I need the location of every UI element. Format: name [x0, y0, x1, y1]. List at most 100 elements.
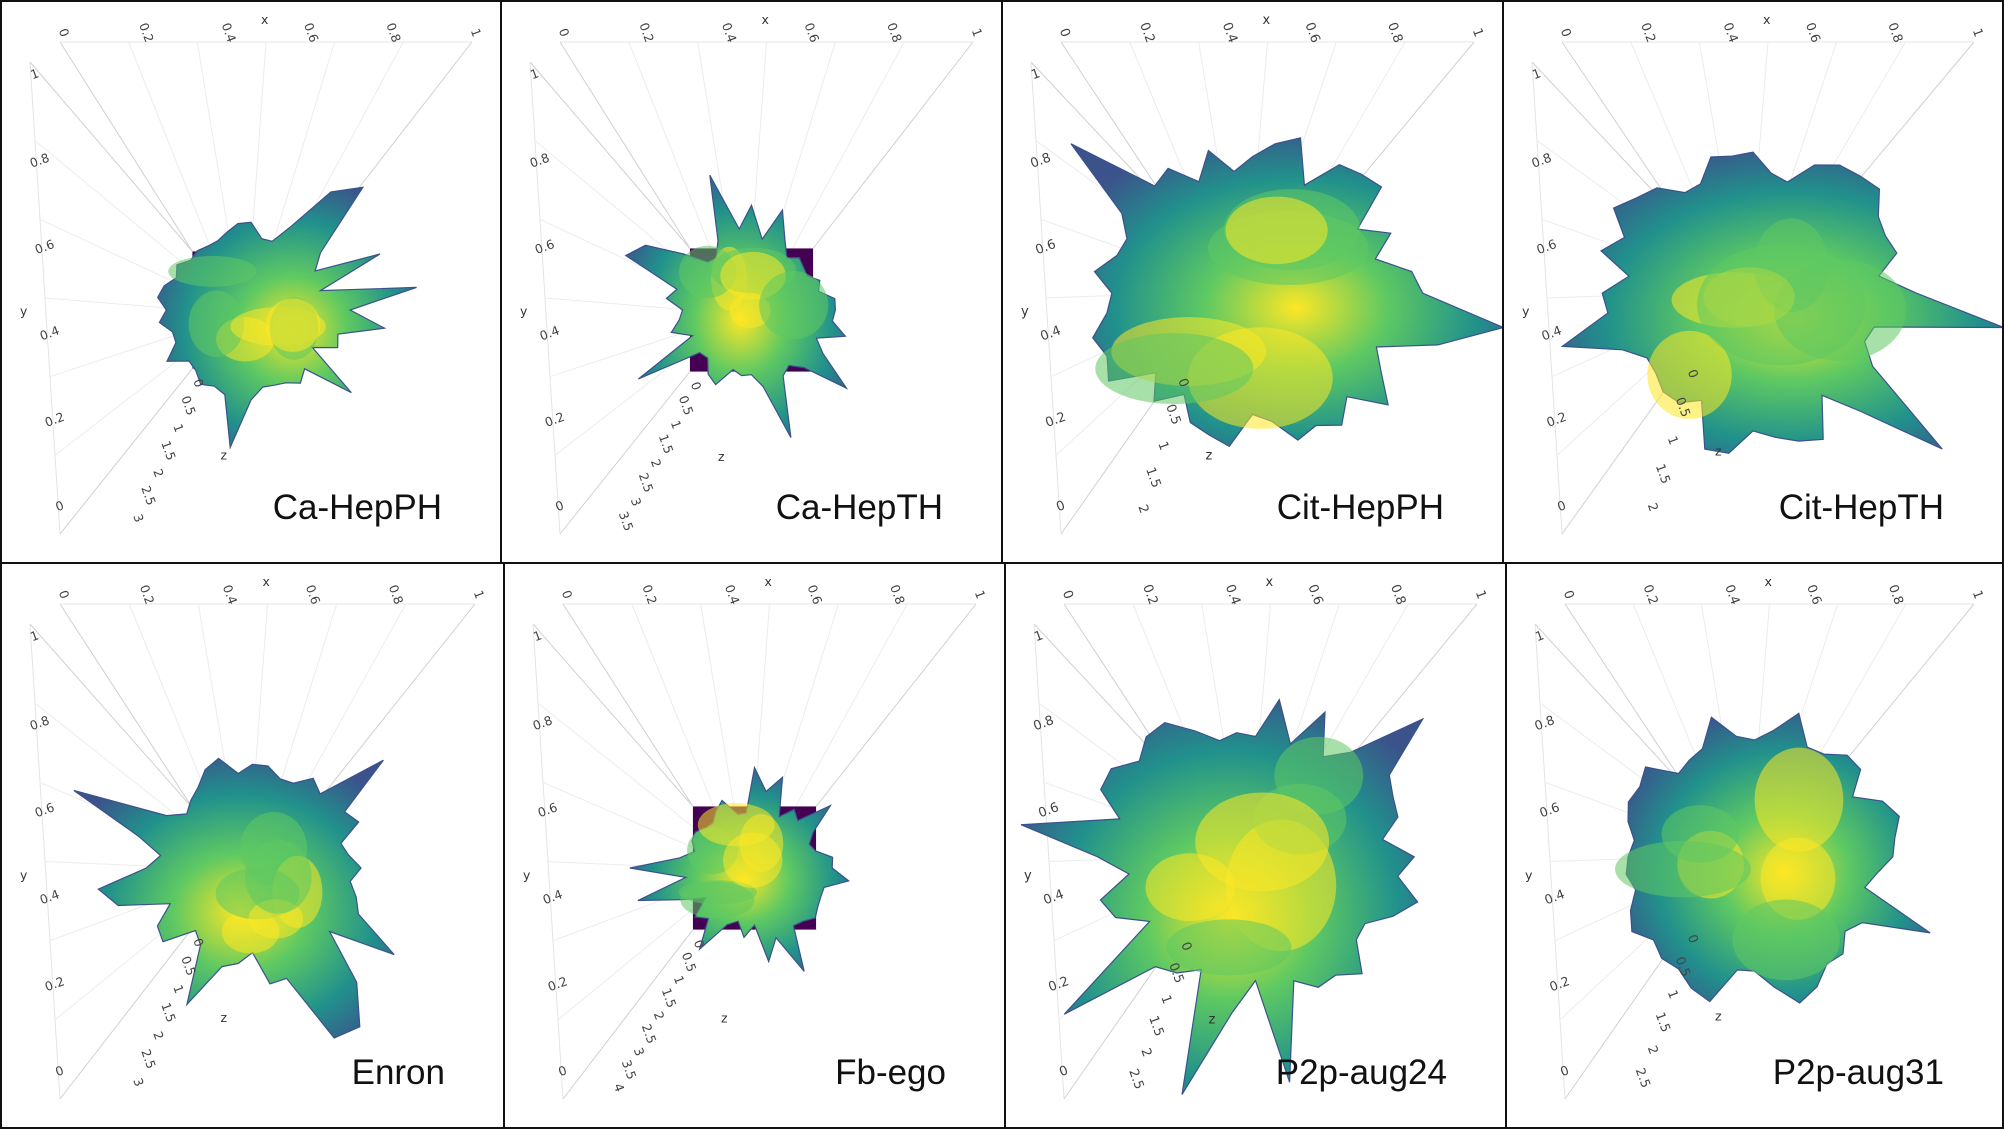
y-tick-label: 0.6: [1537, 799, 1561, 820]
y-tick-label: 0.2: [1547, 973, 1571, 994]
surface-patch: [188, 290, 245, 358]
x-tick-label: 0: [1561, 588, 1578, 601]
y-tick-label: 0.6: [536, 799, 560, 820]
z-tick-label: 2: [1645, 1044, 1662, 1057]
y-axis-title: y: [1021, 305, 1029, 320]
surface-patch: [1274, 736, 1364, 815]
x-tick-label: 0: [556, 26, 573, 39]
plot-panel: 0 0.2 0.4 0.6 0.8 1 x 1 0.8 0.6 0.4 0.2 0 y 0 0.5 1 1.5 2 2…: [503, 562, 1006, 1129]
z-tick-label: 0.5: [676, 393, 697, 417]
z-tick-label: 1: [668, 418, 685, 431]
panel-caption: Cit-HepPH: [1276, 488, 1444, 527]
x-tick-label: 0: [56, 588, 73, 601]
y-tick-label: 0: [54, 498, 66, 514]
y-tick-label: 1: [1533, 627, 1546, 644]
panel-caption: Ca-HepTH: [775, 488, 943, 527]
surface-patch: [1095, 333, 1254, 405]
x-tick-label: 0.8: [1885, 20, 1906, 44]
z-axis-title: z: [221, 449, 227, 463]
y-tick-label: 0: [1555, 497, 1568, 514]
y-tick-label: 0.4: [538, 323, 562, 344]
plot-panel: 0 0.2 0.4 0.6 0.8 1 x 1 0.8 0.6 0.4 0.2 0 y 0 0.5 1 1.5 2 2…: [0, 0, 502, 564]
y-tick-label: 1: [1530, 65, 1543, 82]
y-tick-label: 1: [1032, 628, 1045, 645]
x-axis-title: x: [1765, 574, 1773, 589]
surface-patch: [680, 881, 755, 919]
z-tick-label: 1: [170, 983, 187, 996]
y-tick-label: 0.6: [33, 237, 56, 257]
x-tick-label: 0.4: [1721, 20, 1742, 44]
surface-plot: 0 0.2 0.4 0.6 0.8 1x10.80.60.40.20y00.511.522…: [520, 12, 986, 535]
y-axis-title: y: [1522, 304, 1530, 319]
y-tick-label: 0.4: [1042, 887, 1067, 908]
z-tick-label: 1.5: [158, 1000, 179, 1024]
surface-plot: 0 0.2 0.4 0.6 0.8 1x10.80.60.40.20y00.511.522…: [20, 13, 484, 535]
z-axis-title: z: [1715, 1008, 1722, 1023]
x-tick-label: 0.6: [802, 21, 823, 45]
z-tick-label: 1.5: [1142, 465, 1163, 490]
z-tick-label: 4: [611, 1081, 628, 1094]
z-tick-label: 0.5: [178, 954, 199, 978]
z-tick-label: 0.5: [1673, 395, 1694, 419]
x-tick-label: 0: [1059, 588, 1076, 601]
x-tick-label: 0.8: [386, 583, 407, 607]
z-tick-label: 2.5: [639, 1022, 660, 1046]
y-tick-label: 0: [553, 497, 566, 514]
surface-patch: [1647, 330, 1732, 419]
x-tick-label: 0.2: [1136, 21, 1157, 46]
z-tick-label: 1: [671, 974, 688, 987]
z-tick-label: 1: [1154, 440, 1171, 453]
surface-plot: 0 0.2 0.4 0.6 0.8 1x10.80.60.40.20y00.511.522…: [523, 574, 989, 1100]
x-tick-label: 1: [1472, 588, 1489, 601]
z-tick-label: 3: [130, 512, 146, 524]
z-tick-label: 1.5: [1145, 1014, 1166, 1039]
surface-patch: [1754, 747, 1844, 852]
x-tick-label: 0.2: [636, 21, 657, 45]
z-tick-label: 0: [190, 377, 206, 389]
x-axis-title: x: [1263, 13, 1271, 28]
y-tick-label: 1: [531, 627, 544, 644]
panel-caption: Cit-HepTH: [1778, 488, 1944, 527]
z-tick-label: 0.5: [1165, 961, 1186, 986]
x-tick-label: 0.4: [722, 583, 743, 607]
plot-panel: 0 0.2 0.4 0.6 0.8 1 x 1 0.8 0.6 0.4 0.2 0 y 0 0.5 1 1.5 2 2…: [0, 562, 505, 1129]
x-tick-label: 1: [468, 27, 484, 39]
z-tick-label: 0: [688, 380, 705, 393]
z-tick-label: 2.5: [138, 484, 158, 507]
x-tick-label: 1: [1469, 26, 1486, 39]
y-tick-label: 0.2: [546, 973, 570, 994]
z-tick-label: 2: [1645, 501, 1662, 514]
z-tick-label: 3: [628, 496, 645, 509]
z-tick-label: 2: [150, 467, 166, 479]
y-tick-label: 0.4: [1539, 322, 1563, 343]
x-tick-label: 0.6: [1302, 21, 1323, 46]
panel-caption: P2p-aug31: [1772, 1053, 1944, 1092]
x-axis-title: x: [765, 574, 772, 589]
z-axis-title: z: [718, 449, 725, 464]
x-tick-label: 0: [1056, 26, 1073, 39]
y-tick-label: 1: [528, 65, 541, 82]
surface-patch: [1732, 899, 1840, 981]
plot-panel: 0 0.2 0.4 0.6 0.8 1 x 1 0.8 0.6 0.4 0.2 0 y 0 0.5 1 1.5 2 2…: [1505, 562, 2004, 1129]
z-tick-label: 2: [648, 457, 665, 470]
x-tick-label: 0.6: [1305, 583, 1326, 608]
y-tick-label: 0: [1054, 498, 1067, 515]
y-tick-label: 0: [556, 1062, 569, 1079]
plot-panel: 0 0.2 0.4 0.6 0.8 1 x 1 0.8 0.6 0.4 0.2 0 y 0 0.5 1 1.5 2 z…: [1001, 0, 1504, 564]
y-tick-label: 0.8: [1029, 151, 1054, 172]
y-tick-label: 0.8: [531, 712, 555, 733]
y-tick-label: 0: [1057, 1063, 1070, 1080]
surface-patch: [1760, 837, 1836, 920]
y-axis-title: y: [20, 305, 27, 319]
z-axis-title: z: [1206, 448, 1213, 463]
y-tick-label: 1: [1029, 66, 1042, 83]
plot-panel: 0 0.2 0.4 0.6 0.8 1 x 1 0.8 0.6 0.4 0.2 0 y 0 0.5 1 1.5 2 2…: [500, 0, 1003, 564]
z-tick-label: 2.5: [1633, 1066, 1654, 1090]
z-tick-label: 2.5: [138, 1047, 159, 1071]
surface-patch: [1661, 805, 1739, 863]
x-tick-label: 0.8: [383, 21, 403, 44]
y-tick-label: 0.8: [1532, 712, 1556, 733]
surface-plot: 0 0.2 0.4 0.6 0.8 1x10.80.60.40.20y00.511.522…: [1020, 575, 1489, 1100]
z-tick-label: 1: [1665, 988, 1682, 1001]
